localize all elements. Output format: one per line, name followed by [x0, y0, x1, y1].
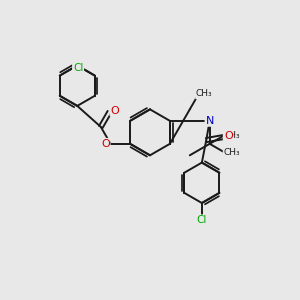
Text: CH₃: CH₃ — [224, 131, 240, 140]
Text: CH₃: CH₃ — [224, 148, 240, 157]
Text: O: O — [101, 139, 110, 149]
Text: Cl: Cl — [197, 215, 207, 225]
Text: N: N — [206, 116, 214, 126]
Text: Cl: Cl — [73, 63, 83, 73]
Text: O: O — [110, 106, 119, 116]
Text: CH₃: CH₃ — [196, 89, 213, 98]
Text: O: O — [224, 131, 233, 142]
